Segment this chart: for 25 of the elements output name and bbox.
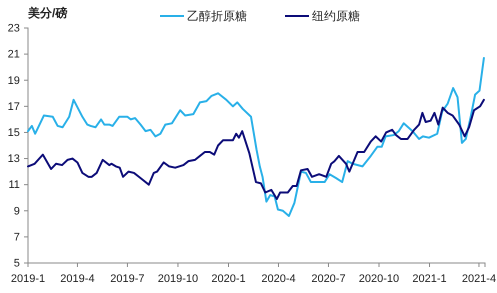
legend-label: 纽约原糖	[312, 9, 360, 23]
y-tick-label: 11	[8, 179, 20, 192]
y-tick-label: 23	[8, 22, 20, 35]
x-tick-label: 2020-7	[311, 273, 346, 286]
y-tick-label: 21	[8, 48, 20, 61]
y-tick-label: 13	[8, 153, 20, 166]
x-tick-label: 2021-4	[462, 273, 496, 286]
y-tick-label: 9	[14, 205, 20, 218]
y-axis-title: 美分/磅	[27, 6, 68, 20]
y-tick-label: 5	[14, 258, 20, 270]
x-tick-label: 2019-4	[60, 273, 95, 286]
x-tick-label: 2020-10	[358, 273, 400, 286]
y-tick-label: 17	[8, 100, 20, 113]
y-tick-label: 7	[14, 231, 20, 244]
x-tick-label: 2019-7	[110, 273, 145, 286]
x-tick-label: 2020-1	[211, 273, 246, 286]
legend-label: 乙醇折原糖	[187, 9, 247, 23]
x-tick-label: 2019-10	[158, 273, 198, 286]
y-tick-label: 19	[8, 74, 20, 87]
y-tick-label: 15	[8, 126, 20, 139]
x-tick-label: 2019-1	[10, 273, 46, 286]
x-tick-label: 2021-1	[412, 273, 447, 286]
line-series	[27, 98, 485, 200]
line-series	[27, 57, 485, 217]
x-tick-label: 2020-4	[261, 273, 296, 286]
